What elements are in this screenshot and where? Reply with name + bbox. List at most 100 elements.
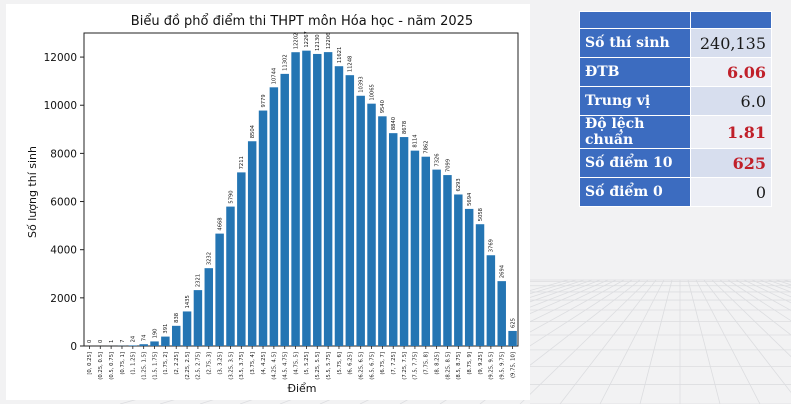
floor-grid-line — [695, 279, 761, 404]
floor-grid-line — [703, 279, 791, 394]
x-tick-label: (0.25, 0.5] — [98, 352, 104, 380]
bar-value-label: 838 — [174, 313, 180, 323]
bar-value-label: 10065 — [369, 84, 375, 101]
bar — [421, 156, 431, 346]
bar-value-label: 12267 — [304, 31, 310, 48]
bar-value-label: 4668 — [217, 217, 223, 230]
x-tick-label: (7.75, 8] — [424, 352, 430, 375]
bar — [432, 169, 441, 346]
bar — [497, 281, 506, 346]
bar-value-label: 625 — [510, 318, 516, 328]
y-axis-label: Số lượng thí sinh — [26, 146, 39, 238]
bar-value-label: 10744 — [272, 67, 278, 84]
floor-grid-line — [783, 279, 791, 283]
chart-panel: Biểu đồ phổ điểm thi THPT môn Hóa học - … — [6, 4, 530, 400]
plot-frame — [83, 32, 519, 347]
chart-title: Biểu đồ phổ điểm thi THPT môn Hóa học - … — [131, 14, 473, 29]
bar — [475, 224, 485, 346]
bar — [193, 290, 203, 346]
bar-value-label: 7099 — [445, 159, 451, 172]
bar — [486, 255, 496, 346]
bar-value-label: 11248 — [348, 56, 354, 73]
bar — [171, 325, 181, 346]
bar — [334, 66, 344, 346]
candidates-label: Số thí sinh — [579, 28, 691, 58]
score-0-value: 0 — [690, 177, 772, 207]
bar — [215, 233, 224, 346]
x-tick-label: (6.5, 6.75] — [369, 352, 375, 380]
floor-grid-line — [559, 279, 657, 404]
x-tick-label: (6, 6.25] — [348, 352, 354, 375]
x-tick-label: (2.75, 3] — [207, 352, 213, 375]
bar — [258, 110, 268, 347]
bar-value-label: 0 — [98, 340, 104, 343]
x-tick-label: (9.5, 9.75] — [500, 352, 506, 380]
bar — [313, 53, 322, 346]
x-tick-label: (3.75, 4] — [250, 352, 256, 375]
bar — [269, 87, 279, 346]
x-tick-label: (2.25, 2.5] — [185, 352, 191, 380]
x-tick-label: (5.5, 5.75] — [326, 352, 332, 380]
x-tick-label: (5, 5.25] — [304, 352, 310, 375]
bar — [204, 268, 214, 346]
bar-value-label: 2321 — [196, 274, 202, 287]
bar — [226, 206, 235, 346]
floor-grid-line — [719, 279, 791, 336]
stats-header-value-cell — [690, 11, 772, 29]
x-tick-label: (8.25, 8.5] — [445, 352, 451, 380]
bar — [161, 336, 170, 346]
x-tick-label: (1.75, 2] — [163, 352, 169, 375]
x-tick-label: (2.5, 2.75] — [196, 352, 202, 380]
score-0-label: Số điểm 0 — [579, 177, 691, 207]
score-10-label: Số điểm 10 — [579, 148, 691, 178]
x-tick-label: (4.5, 4.75] — [283, 352, 289, 380]
bar-value-label: 5694 — [467, 192, 473, 206]
bar-value-label: 74 — [141, 334, 147, 341]
bar-value-label: 8114 — [413, 134, 419, 148]
x-tick-label: (4.25, 4.5] — [272, 352, 278, 380]
floor-grid-line — [775, 279, 791, 286]
bar — [139, 344, 148, 346]
stats-header-row — [579, 11, 772, 29]
bar-value-label: 5058 — [478, 208, 484, 221]
bar — [443, 175, 452, 346]
y-tick-label: 2000 — [50, 293, 77, 305]
bar-value-label: 391 — [163, 324, 169, 334]
bar-value-label: 12130 — [315, 34, 321, 51]
x-tick-label: (8.5, 8.75] — [456, 352, 462, 380]
bar-value-label: 9540 — [380, 100, 386, 113]
floor-grid-line — [727, 279, 791, 322]
x-tick-label: (7, 7.25] — [391, 352, 397, 375]
bar — [182, 311, 192, 346]
bar — [399, 137, 409, 346]
stats-row-score-0: Số điểm 0 0 — [579, 177, 772, 207]
stats-row-std-dev: Độ lệch chuẩn 1.81 — [579, 115, 772, 149]
y-tick-label: 6000 — [50, 197, 77, 209]
candidates-value: 240,135 — [690, 28, 772, 58]
stats-row-median: Trung vị 6.0 — [579, 86, 772, 116]
x-tick-label: (7.5, 7.75] — [413, 352, 419, 380]
x-tick-label: (1, 1.25] — [131, 352, 137, 375]
bar — [237, 172, 246, 346]
statistics-table: Số thí sinh 240,135 ĐTB 6.06 Trung vị 6.… — [579, 11, 772, 207]
floor-grid-line — [687, 279, 721, 404]
x-axis-label: Điểm — [287, 382, 316, 395]
x-tick-label: (9.75, 10] — [510, 352, 516, 378]
bar-value-label: 6293 — [456, 178, 462, 191]
x-tick-label: (1.5, 1.75] — [152, 352, 158, 380]
bar-value-label: 7 — [120, 340, 126, 343]
score-10-value: 625 — [690, 148, 772, 178]
median-value: 6.0 — [690, 86, 772, 116]
x-tick-label: (4.75, 5] — [293, 352, 299, 375]
bar-value-label: 3232 — [207, 252, 213, 265]
x-tick-label: (6.25, 6.5] — [358, 352, 364, 380]
bar — [378, 116, 387, 346]
bar-value-label: 7211 — [239, 156, 245, 169]
std-dev-label: Độ lệch chuẩn — [579, 115, 691, 149]
bar-value-label: 2694 — [500, 264, 506, 278]
x-tick-label: (8.75, 9] — [467, 352, 473, 375]
bar — [150, 341, 159, 346]
floor-grid-line — [711, 279, 791, 358]
bar-value-label: 12206 — [326, 33, 332, 50]
x-tick-label: (5.25, 5.5] — [315, 352, 321, 380]
